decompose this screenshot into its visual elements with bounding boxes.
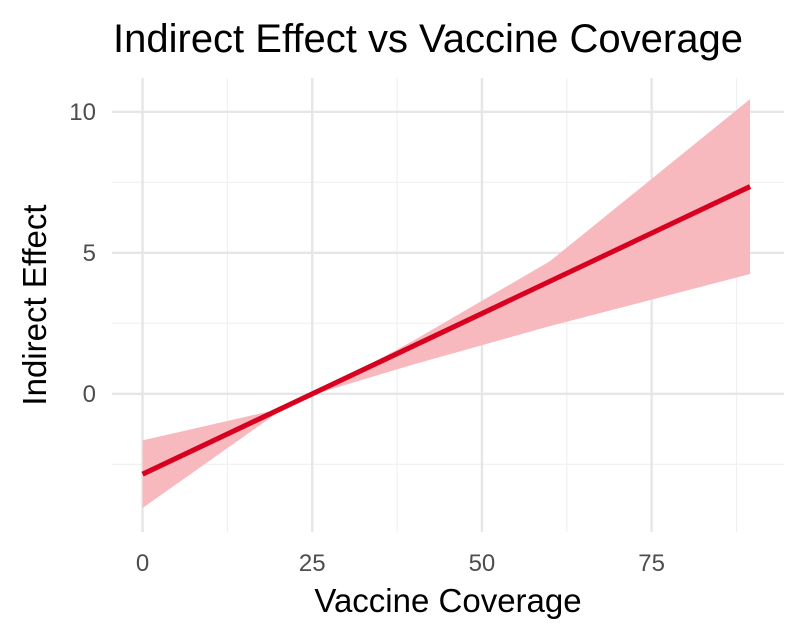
y-tick-labels: 0 5 10 [69,99,96,408]
x-axis-title: Vaccine Coverage [314,582,581,619]
confidence-band [142,99,751,509]
series-lines [141,184,752,477]
confidence-bands [142,99,751,509]
chart-title: Indirect Effect vs Vaccine Coverage [113,17,743,61]
y-axis-title: Indirect Effect [16,204,53,405]
x-tick-label: 0 [136,550,149,577]
x-tick-labels: 0 25 50 75 [136,550,665,577]
fit-line [141,184,752,477]
y-tick-label: 0 [83,381,96,408]
minor-gridlines [112,78,784,532]
x-tick-label: 25 [299,550,326,577]
y-tick-label: 5 [83,240,96,267]
x-tick-label: 75 [638,550,665,577]
y-tick-label: 10 [69,99,96,126]
x-tick-label: 50 [469,550,496,577]
